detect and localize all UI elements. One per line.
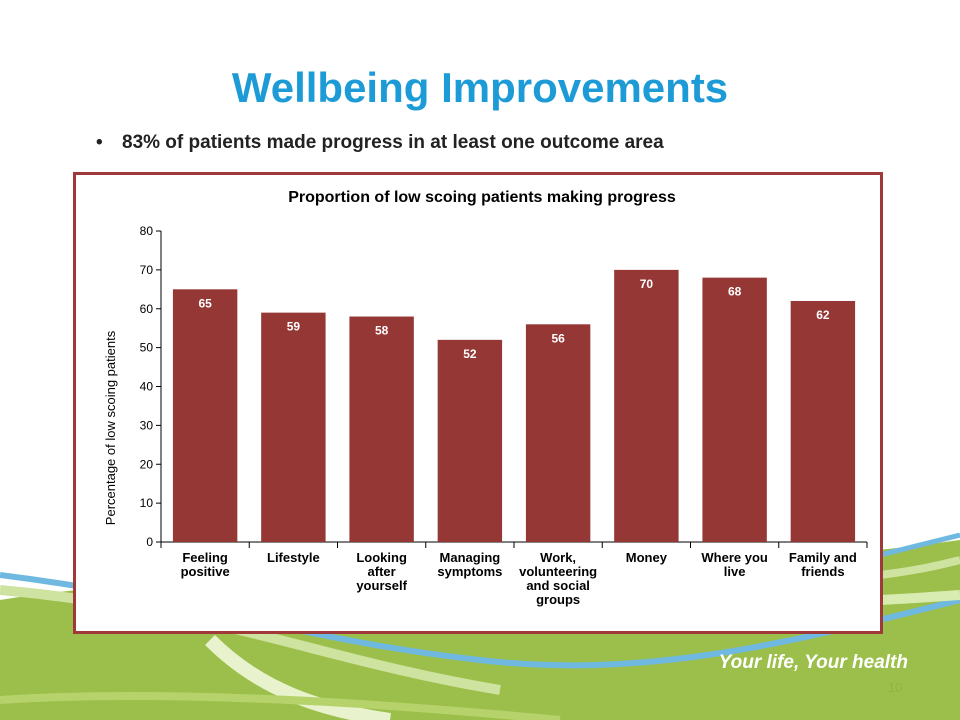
data-label: 65 bbox=[198, 296, 212, 310]
x-tick-label: and social bbox=[526, 578, 590, 593]
bar bbox=[349, 316, 414, 542]
bar bbox=[614, 269, 679, 542]
bullet-marker: • bbox=[96, 132, 103, 153]
chart-frame: Proportion of low scoing patients making… bbox=[73, 172, 883, 634]
x-tick-label: live bbox=[724, 564, 746, 579]
data-label: 59 bbox=[287, 320, 301, 334]
x-tick-label: Money bbox=[626, 550, 668, 565]
data-label: 52 bbox=[463, 347, 477, 361]
page-number: 10 bbox=[887, 680, 903, 695]
data-label: 58 bbox=[375, 324, 389, 338]
x-tick-label: groups bbox=[536, 592, 580, 607]
tagline: Your life, Your health bbox=[718, 652, 908, 673]
bar bbox=[525, 324, 591, 542]
slide-title: Wellbeing Improvements bbox=[231, 64, 729, 111]
x-tick-label: after bbox=[368, 564, 396, 579]
x-tick-label: symptoms bbox=[437, 564, 502, 579]
y-tick-label: 40 bbox=[140, 380, 154, 394]
x-tick-label: Feeling bbox=[182, 550, 228, 565]
bar bbox=[702, 277, 767, 542]
y-tick-label: 80 bbox=[140, 224, 154, 238]
chart-title: Proportion of low scoing patients making… bbox=[288, 189, 676, 206]
data-label: 70 bbox=[640, 277, 654, 291]
y-tick-label: 50 bbox=[140, 341, 154, 355]
x-tick-label: Lifestyle bbox=[267, 550, 320, 565]
y-tick-label: 10 bbox=[140, 496, 154, 510]
y-tick-label: 0 bbox=[146, 535, 153, 549]
x-tick-label: Looking bbox=[356, 550, 407, 565]
x-tick-label: Family and bbox=[789, 550, 857, 565]
bar-chart: Proportion of low scoing patients making… bbox=[103, 189, 868, 607]
data-label: 56 bbox=[551, 331, 565, 345]
x-tick-label: yourself bbox=[356, 578, 407, 593]
y-tick-label: 70 bbox=[140, 263, 154, 277]
bar bbox=[261, 312, 326, 542]
y-tick-label: 20 bbox=[140, 457, 154, 471]
x-tick-label: friends bbox=[801, 564, 844, 579]
x-tick-label: volunteering bbox=[519, 564, 597, 579]
bullet-point: • 83% of patients made progress in at lea… bbox=[96, 132, 664, 154]
bar bbox=[790, 300, 856, 542]
y-tick-label: 30 bbox=[140, 418, 154, 432]
y-tick-label: 60 bbox=[140, 302, 154, 316]
x-tick-label: Work, bbox=[540, 550, 576, 565]
x-tick-label: Where you bbox=[701, 550, 768, 565]
data-label: 68 bbox=[728, 285, 742, 299]
y-axis-label: Percentage of low scoing patients bbox=[103, 330, 118, 525]
x-tick-label: Managing bbox=[440, 550, 501, 565]
bullet-text: 83% of patients made progress in at leas… bbox=[122, 132, 664, 153]
bar bbox=[437, 339, 503, 542]
data-label: 62 bbox=[816, 308, 830, 322]
x-tick-label: positive bbox=[181, 564, 230, 579]
bar bbox=[172, 289, 238, 542]
